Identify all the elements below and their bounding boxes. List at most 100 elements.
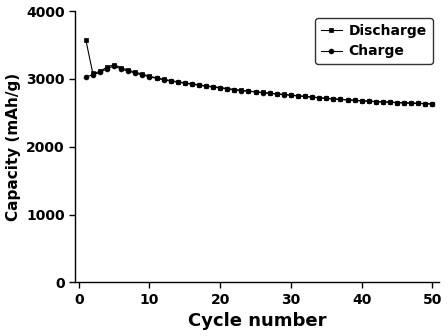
Charge — [267, 91, 272, 95]
Discharge — [274, 92, 280, 96]
Discharge — [387, 100, 392, 104]
Charge — [90, 73, 95, 77]
Charge — [331, 97, 336, 101]
Discharge — [317, 96, 322, 100]
Discharge — [422, 101, 428, 106]
Line: Discharge: Discharge — [83, 37, 435, 106]
Charge — [338, 97, 343, 101]
Charge — [302, 94, 308, 98]
Charge — [310, 95, 315, 99]
Discharge — [112, 62, 117, 67]
Discharge — [295, 94, 301, 98]
Discharge — [182, 81, 188, 85]
Charge — [196, 83, 202, 87]
Charge — [366, 99, 371, 103]
Discharge — [83, 38, 88, 42]
Discharge — [373, 99, 379, 103]
Legend: Discharge, Charge: Discharge, Charge — [315, 18, 433, 64]
Discharge — [211, 85, 216, 89]
Charge — [118, 67, 124, 71]
Line: Charge: Charge — [83, 64, 435, 107]
Charge — [253, 90, 258, 94]
Charge — [211, 85, 216, 89]
Charge — [161, 78, 166, 82]
Discharge — [288, 93, 293, 97]
Charge — [260, 91, 265, 95]
Charge — [422, 102, 428, 106]
Charge — [232, 88, 237, 92]
Discharge — [310, 95, 315, 99]
Discharge — [366, 99, 371, 103]
Charge — [352, 98, 358, 102]
Discharge — [97, 70, 103, 74]
Discharge — [331, 97, 336, 101]
Discharge — [140, 72, 145, 76]
Discharge — [302, 94, 308, 98]
X-axis label: Cycle number: Cycle number — [188, 312, 327, 330]
Discharge — [430, 102, 435, 106]
Charge — [380, 100, 386, 104]
Charge — [345, 98, 350, 102]
Charge — [394, 100, 400, 104]
Charge — [140, 73, 145, 77]
Discharge — [338, 97, 343, 101]
Discharge — [281, 92, 287, 96]
Discharge — [154, 76, 159, 80]
Charge — [373, 99, 379, 103]
Charge — [288, 93, 293, 97]
Charge — [125, 69, 131, 73]
Discharge — [189, 82, 194, 86]
Charge — [147, 75, 152, 79]
Charge — [317, 96, 322, 100]
Charge — [401, 101, 407, 105]
Charge — [246, 89, 251, 93]
Discharge — [239, 88, 244, 92]
Discharge — [133, 70, 138, 74]
Discharge — [203, 84, 209, 88]
Discharge — [359, 99, 364, 103]
Discharge — [90, 72, 95, 76]
Charge — [416, 101, 421, 106]
Discharge — [147, 74, 152, 78]
Charge — [189, 82, 194, 86]
Charge — [409, 101, 414, 105]
Discharge — [352, 98, 358, 102]
Discharge — [345, 98, 350, 102]
Charge — [168, 79, 173, 83]
Charge — [133, 71, 138, 75]
Charge — [359, 99, 364, 103]
Charge — [112, 64, 117, 68]
Charge — [295, 94, 301, 98]
Charge — [224, 87, 230, 91]
Discharge — [260, 90, 265, 94]
Discharge — [168, 79, 173, 83]
Charge — [104, 67, 110, 71]
Y-axis label: Capacity (mAh/g): Capacity (mAh/g) — [5, 73, 21, 221]
Discharge — [224, 87, 230, 91]
Discharge — [161, 77, 166, 81]
Discharge — [401, 101, 407, 105]
Charge — [387, 100, 392, 104]
Charge — [83, 75, 88, 79]
Charge — [323, 96, 329, 100]
Discharge — [175, 80, 181, 84]
Charge — [154, 76, 159, 80]
Charge — [430, 102, 435, 106]
Discharge — [380, 100, 386, 104]
Discharge — [416, 101, 421, 106]
Discharge — [323, 96, 329, 100]
Discharge — [196, 83, 202, 87]
Charge — [182, 81, 188, 85]
Charge — [203, 84, 209, 88]
Discharge — [253, 90, 258, 94]
Charge — [97, 71, 103, 75]
Discharge — [118, 66, 124, 70]
Discharge — [246, 89, 251, 93]
Charge — [274, 92, 280, 96]
Charge — [281, 93, 287, 97]
Discharge — [394, 100, 400, 104]
Discharge — [104, 65, 110, 69]
Discharge — [267, 91, 272, 95]
Charge — [239, 88, 244, 92]
Discharge — [125, 68, 131, 72]
